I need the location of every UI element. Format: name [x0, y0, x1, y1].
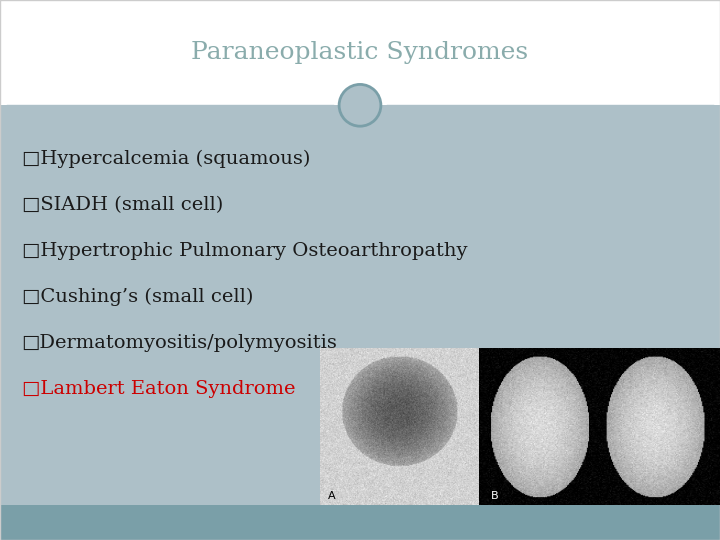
Text: □Lambert Eaton Syndrome: □Lambert Eaton Syndrome — [22, 380, 295, 398]
Bar — [0, 505, 720, 540]
Text: B: B — [491, 491, 498, 501]
Text: □Cushing’s (small cell): □Cushing’s (small cell) — [22, 288, 253, 306]
Ellipse shape — [339, 84, 381, 126]
Text: A: A — [328, 491, 336, 501]
Text: □Hypertrophic Pulmonary Osteoarthropathy: □Hypertrophic Pulmonary Osteoarthropathy — [22, 242, 467, 260]
Bar — [0, 105, 720, 505]
Text: □Hypercalcemia (squamous): □Hypercalcemia (squamous) — [22, 150, 310, 168]
Text: Paraneoplastic Syndromes: Paraneoplastic Syndromes — [192, 41, 528, 64]
Text: □Dermatomyositis/polymyositis: □Dermatomyositis/polymyositis — [22, 334, 338, 352]
Text: □SIADH (small cell): □SIADH (small cell) — [22, 196, 223, 214]
Bar — [0, 0, 720, 105]
